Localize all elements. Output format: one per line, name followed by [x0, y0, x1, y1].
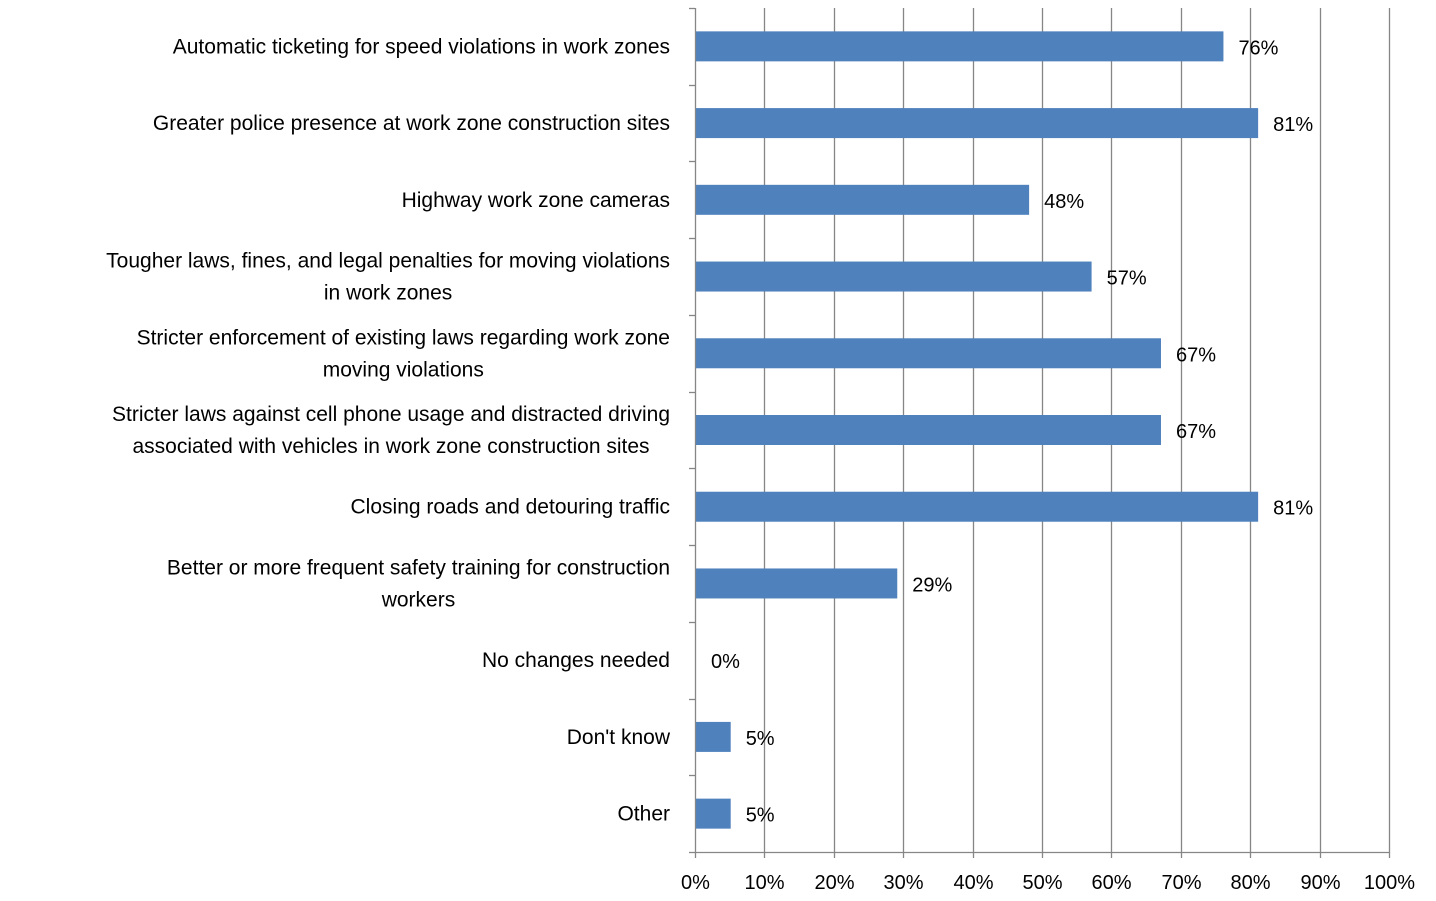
bar: [696, 184, 1030, 215]
x-tick-label: 10%: [744, 872, 784, 894]
data-label: 67%: [1176, 344, 1216, 366]
bar: [696, 31, 1224, 62]
bar: [696, 798, 731, 829]
x-tick-label: 60%: [1091, 872, 1131, 894]
x-tick-labels: 0% 10% 20% 30% 40% 50% 60% 70% 80% 90% 100%: [681, 872, 1415, 894]
category-label: associated with vehicles in work zone co…: [132, 435, 649, 458]
category-label: Highway work zone cameras: [402, 189, 670, 212]
data-label: 0%: [711, 651, 740, 673]
category-label: Closing roads and detouring traffic: [351, 496, 670, 519]
data-label: 57%: [1107, 268, 1147, 290]
category-label: Greater police presence at work zone con…: [153, 112, 670, 135]
category-label: workers: [381, 588, 456, 611]
category-label: Tougher laws, fines, and legal penalties…: [106, 250, 670, 273]
x-tick-label: 70%: [1161, 872, 1201, 894]
axes: [689, 7, 1391, 858]
category-labels: Automatic ticketing for speed violations…: [106, 35, 671, 825]
category-label: Other: [617, 803, 670, 826]
data-labels: 76% 81% 48% 57% 67% 67% 81% 29% 0% 5% 5%: [711, 37, 1313, 826]
x-tick-label: 90%: [1300, 872, 1340, 894]
x-tick-label: 50%: [1022, 872, 1062, 894]
category-label: Don't know: [567, 726, 671, 749]
data-label: 48%: [1044, 191, 1084, 213]
bar: [696, 415, 1161, 445]
category-label: moving violations: [323, 358, 484, 381]
bar: [696, 568, 898, 599]
x-tick-label: 30%: [883, 872, 923, 894]
bar: [696, 721, 731, 752]
data-label: 81%: [1273, 498, 1313, 520]
bar: [696, 261, 1092, 292]
category-label: Automatic ticketing for speed violations…: [173, 35, 670, 58]
x-tick-label: 100%: [1364, 872, 1415, 894]
category-label: Stricter enforcement of existing laws re…: [137, 326, 670, 349]
data-label: 5%: [746, 728, 775, 750]
data-label: 76%: [1238, 37, 1278, 59]
category-label: No changes needed: [482, 649, 670, 672]
category-label: Better or more frequent safety training …: [167, 556, 670, 579]
bar: [696, 338, 1161, 369]
bars: [696, 31, 1259, 829]
x-tick-label: 40%: [953, 872, 993, 894]
x-tick-label: 80%: [1230, 872, 1270, 894]
bar: [696, 491, 1259, 522]
category-label: Stricter laws against cell phone usage a…: [112, 403, 670, 426]
data-label: 67%: [1176, 421, 1216, 443]
data-label: 81%: [1273, 114, 1313, 136]
data-label: 29%: [912, 574, 952, 596]
x-tick-label: 0%: [681, 872, 710, 894]
x-tick-label: 20%: [814, 872, 854, 894]
category-label: in work zones: [324, 282, 452, 305]
bar: [696, 108, 1259, 139]
data-label: 5%: [746, 805, 775, 827]
